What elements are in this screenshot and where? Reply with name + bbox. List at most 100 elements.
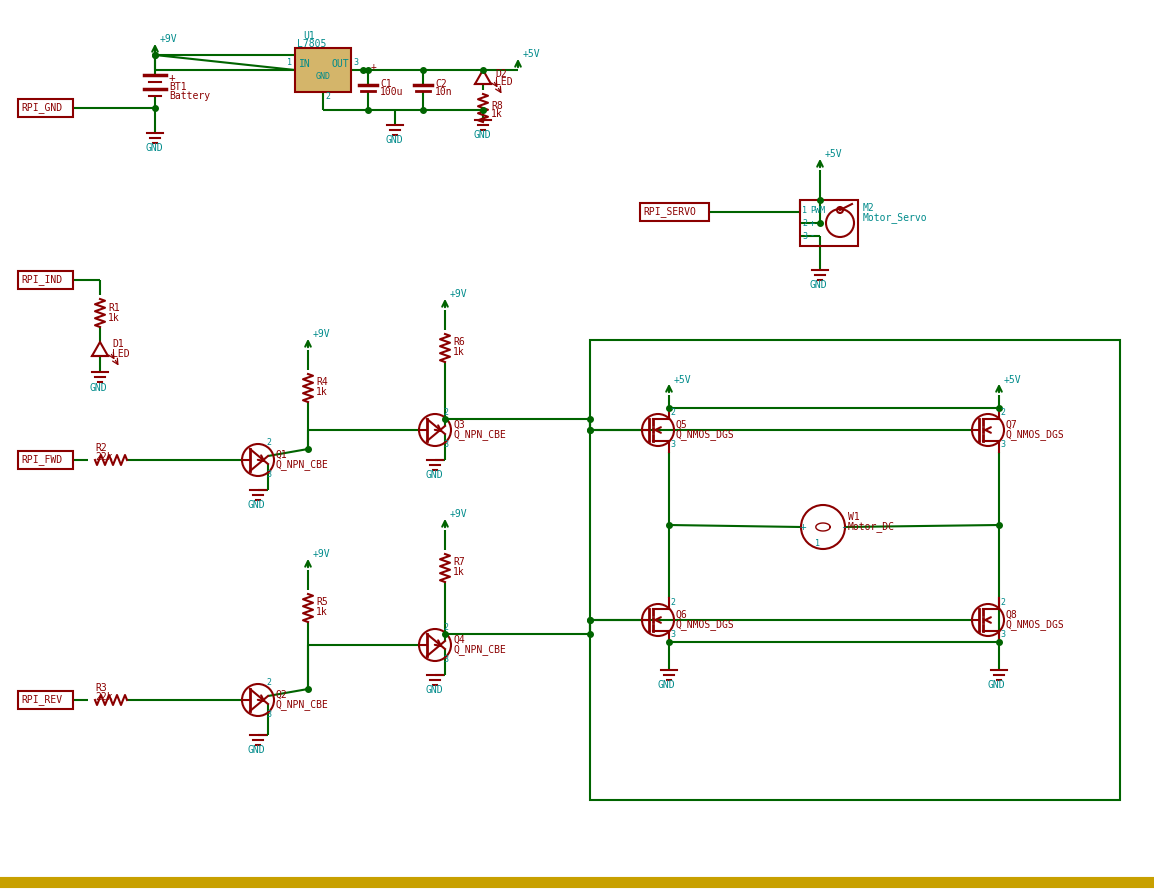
Text: 3: 3 bbox=[670, 440, 675, 449]
Text: LED: LED bbox=[495, 77, 512, 87]
Text: D2: D2 bbox=[495, 69, 507, 79]
Text: Q8: Q8 bbox=[1006, 610, 1018, 620]
Text: R8: R8 bbox=[490, 101, 503, 111]
Text: 1k: 1k bbox=[454, 347, 465, 357]
Text: R4: R4 bbox=[316, 377, 328, 387]
Text: 1: 1 bbox=[802, 205, 807, 214]
Text: 2: 2 bbox=[1001, 598, 1005, 607]
Text: 1k: 1k bbox=[454, 567, 465, 577]
Text: Q_NPN_CBE: Q_NPN_CBE bbox=[454, 644, 505, 656]
Bar bbox=[640, 203, 709, 221]
Bar bbox=[18, 99, 73, 117]
Text: 1k: 1k bbox=[316, 387, 328, 397]
Text: 22k: 22k bbox=[95, 692, 113, 702]
Text: RPI_GND: RPI_GND bbox=[21, 102, 62, 114]
Text: 2: 2 bbox=[670, 408, 675, 417]
Text: +: + bbox=[810, 219, 815, 228]
Bar bbox=[18, 271, 73, 289]
Text: +5V: +5V bbox=[523, 49, 540, 59]
Text: OUT: OUT bbox=[331, 59, 349, 69]
Text: 2: 2 bbox=[267, 437, 271, 446]
Text: 2: 2 bbox=[670, 598, 675, 607]
Text: 2: 2 bbox=[802, 219, 807, 228]
Text: 3: 3 bbox=[1001, 630, 1005, 639]
Text: +5V: +5V bbox=[1004, 375, 1021, 385]
Text: 3: 3 bbox=[670, 630, 675, 639]
Text: R6: R6 bbox=[454, 337, 465, 347]
Text: -: - bbox=[840, 522, 846, 532]
Text: +: + bbox=[168, 73, 175, 83]
Bar bbox=[295, 48, 351, 92]
Text: 22k: 22k bbox=[95, 452, 113, 462]
Text: +9V: +9V bbox=[313, 329, 331, 339]
Text: 3: 3 bbox=[443, 440, 448, 449]
Text: +5V: +5V bbox=[825, 149, 842, 159]
Text: 3: 3 bbox=[443, 654, 448, 664]
Text: Q_NMOS_DGS: Q_NMOS_DGS bbox=[1006, 429, 1065, 441]
Text: 3: 3 bbox=[267, 470, 271, 478]
Text: 10n: 10n bbox=[435, 87, 452, 97]
Text: GND: GND bbox=[248, 500, 265, 510]
Text: R5: R5 bbox=[316, 597, 328, 607]
Text: 3: 3 bbox=[1001, 440, 1005, 449]
Text: +5V: +5V bbox=[674, 375, 691, 385]
Text: C1: C1 bbox=[380, 79, 391, 89]
Text: Battery: Battery bbox=[168, 91, 210, 101]
Text: +9V: +9V bbox=[450, 509, 467, 519]
Text: R3: R3 bbox=[95, 683, 107, 693]
Text: GND: GND bbox=[425, 470, 443, 480]
Text: 2: 2 bbox=[267, 677, 271, 686]
Text: GND: GND bbox=[248, 745, 265, 755]
Text: LED: LED bbox=[112, 349, 129, 359]
Text: -: - bbox=[810, 231, 815, 240]
Text: +9V: +9V bbox=[450, 289, 467, 299]
Text: 2: 2 bbox=[443, 623, 448, 632]
Text: Q_NPN_CBE: Q_NPN_CBE bbox=[276, 700, 329, 711]
Text: +: + bbox=[370, 62, 377, 72]
Text: Q1: Q1 bbox=[276, 450, 287, 460]
Bar bbox=[590, 340, 1121, 800]
Text: 3: 3 bbox=[353, 57, 358, 66]
Text: 3: 3 bbox=[802, 231, 807, 240]
Text: RPI_FWD: RPI_FWD bbox=[21, 454, 62, 465]
Text: RPI_IND: RPI_IND bbox=[21, 274, 62, 286]
Text: Q_NMOS_DGS: Q_NMOS_DGS bbox=[1006, 619, 1065, 631]
Text: GND: GND bbox=[658, 680, 675, 690]
Text: U1: U1 bbox=[304, 31, 315, 41]
Text: RPI_SERVO: RPI_SERVO bbox=[643, 207, 696, 218]
Text: Q6: Q6 bbox=[676, 610, 688, 620]
Text: M2: M2 bbox=[863, 203, 875, 213]
Bar bbox=[18, 451, 73, 469]
Text: Q_NMOS_DGS: Q_NMOS_DGS bbox=[676, 429, 735, 441]
Text: BT1: BT1 bbox=[168, 82, 187, 92]
Text: R7: R7 bbox=[454, 557, 465, 567]
Text: GND: GND bbox=[145, 143, 163, 153]
Text: 1k: 1k bbox=[316, 607, 328, 617]
Text: +9V: +9V bbox=[313, 549, 331, 559]
Text: 1: 1 bbox=[287, 57, 292, 66]
Text: Q2: Q2 bbox=[276, 690, 287, 700]
Text: Motor_DC: Motor_DC bbox=[848, 521, 896, 532]
Text: Q4: Q4 bbox=[454, 635, 465, 645]
Text: W1: W1 bbox=[848, 512, 860, 522]
Text: GND: GND bbox=[90, 383, 107, 393]
Text: 2: 2 bbox=[1001, 408, 1005, 417]
Text: GND: GND bbox=[316, 72, 331, 81]
Text: Q5: Q5 bbox=[676, 420, 688, 430]
Text: 1: 1 bbox=[816, 538, 820, 547]
Text: 3: 3 bbox=[267, 710, 271, 719]
Text: GND: GND bbox=[425, 685, 443, 695]
Text: Q7: Q7 bbox=[1006, 420, 1018, 430]
Text: PWM: PWM bbox=[810, 205, 825, 214]
Text: 2: 2 bbox=[325, 91, 330, 100]
Text: R1: R1 bbox=[108, 303, 120, 313]
Bar bbox=[800, 200, 859, 246]
Text: R2: R2 bbox=[95, 443, 107, 453]
Text: GND: GND bbox=[473, 130, 490, 140]
Text: GND: GND bbox=[988, 680, 1005, 690]
Text: 100u: 100u bbox=[380, 87, 404, 97]
Text: 1k: 1k bbox=[108, 313, 120, 323]
Text: IN: IN bbox=[299, 59, 310, 69]
Text: D1: D1 bbox=[112, 339, 123, 349]
Text: L7805: L7805 bbox=[297, 39, 327, 49]
